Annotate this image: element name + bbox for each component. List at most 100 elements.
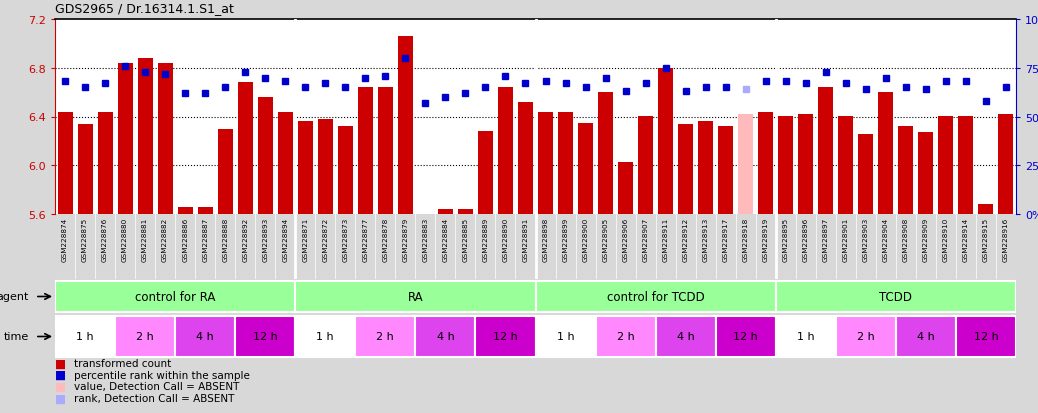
Text: GSM228876: GSM228876 bbox=[102, 218, 108, 262]
Bar bbox=[596, 316, 656, 357]
Text: 4 h: 4 h bbox=[677, 332, 694, 342]
Text: control for RA: control for RA bbox=[135, 290, 215, 303]
Bar bbox=[718, 127, 733, 214]
Bar bbox=[938, 117, 954, 214]
Text: GSM228916: GSM228916 bbox=[1003, 218, 1009, 262]
Text: GSM228879: GSM228879 bbox=[403, 218, 408, 262]
Text: GSM228888: GSM228888 bbox=[222, 218, 228, 262]
Text: GSM228912: GSM228912 bbox=[683, 218, 688, 262]
Text: GSM228909: GSM228909 bbox=[923, 218, 929, 262]
Bar bbox=[257, 98, 273, 214]
Text: GSM228900: GSM228900 bbox=[582, 218, 589, 262]
Bar bbox=[536, 281, 775, 313]
Text: GSM228894: GSM228894 bbox=[282, 218, 289, 262]
Text: GSM228919: GSM228919 bbox=[763, 218, 769, 262]
Text: GSM228874: GSM228874 bbox=[62, 218, 69, 262]
Bar bbox=[919, 133, 933, 214]
Text: 12 h: 12 h bbox=[733, 332, 758, 342]
Text: GSM228883: GSM228883 bbox=[422, 218, 429, 262]
Bar bbox=[298, 122, 312, 214]
Text: ■: ■ bbox=[55, 357, 66, 370]
Bar bbox=[658, 69, 674, 214]
Bar bbox=[518, 102, 532, 214]
Bar bbox=[699, 122, 713, 214]
Text: rank, Detection Call = ABSENT: rank, Detection Call = ABSENT bbox=[74, 393, 234, 403]
Bar bbox=[218, 129, 233, 214]
Bar bbox=[778, 117, 793, 214]
Text: GSM228915: GSM228915 bbox=[983, 218, 989, 262]
Text: GSM228893: GSM228893 bbox=[263, 218, 268, 262]
Bar bbox=[878, 93, 894, 214]
Text: 4 h: 4 h bbox=[917, 332, 935, 342]
Text: agent: agent bbox=[0, 292, 29, 302]
Bar bbox=[55, 316, 115, 357]
Text: transformed count: transformed count bbox=[74, 358, 171, 368]
Bar bbox=[398, 37, 413, 214]
Text: ■: ■ bbox=[55, 368, 66, 381]
Text: GSM228897: GSM228897 bbox=[823, 218, 828, 262]
Text: GSM228903: GSM228903 bbox=[863, 218, 869, 262]
Text: GSM228878: GSM228878 bbox=[382, 218, 388, 262]
Text: GDS2965 / Dr.16314.1.S1_at: GDS2965 / Dr.16314.1.S1_at bbox=[55, 2, 234, 15]
Text: 2 h: 2 h bbox=[857, 332, 875, 342]
Bar bbox=[578, 123, 593, 214]
Bar bbox=[618, 162, 633, 214]
Text: 2 h: 2 h bbox=[136, 332, 154, 342]
Text: GSM228918: GSM228918 bbox=[743, 218, 748, 262]
Text: 4 h: 4 h bbox=[437, 332, 455, 342]
Text: GSM228875: GSM228875 bbox=[82, 218, 88, 262]
Bar bbox=[177, 207, 193, 214]
Text: GSM228872: GSM228872 bbox=[322, 218, 328, 262]
Bar bbox=[775, 316, 836, 357]
Text: GSM228914: GSM228914 bbox=[963, 218, 968, 262]
Text: GSM228896: GSM228896 bbox=[802, 218, 809, 262]
Bar bbox=[536, 316, 596, 357]
Text: GSM228898: GSM228898 bbox=[543, 218, 548, 262]
Text: GSM228873: GSM228873 bbox=[343, 218, 349, 262]
Bar bbox=[337, 127, 353, 214]
Bar bbox=[115, 316, 175, 357]
Bar bbox=[475, 316, 536, 357]
Bar bbox=[318, 120, 333, 214]
Bar bbox=[295, 316, 355, 357]
Text: 12 h: 12 h bbox=[253, 332, 277, 342]
Text: GSM228881: GSM228881 bbox=[142, 218, 148, 262]
Text: GSM228917: GSM228917 bbox=[722, 218, 729, 262]
Bar bbox=[438, 210, 453, 214]
Bar bbox=[656, 316, 715, 357]
Text: GSM228911: GSM228911 bbox=[662, 218, 668, 262]
Bar bbox=[898, 127, 913, 214]
Bar bbox=[415, 316, 475, 357]
Bar bbox=[678, 124, 693, 214]
Text: GSM228908: GSM228908 bbox=[903, 218, 909, 262]
Bar bbox=[738, 115, 754, 214]
Text: GSM228899: GSM228899 bbox=[563, 218, 569, 262]
Bar bbox=[999, 115, 1013, 214]
Bar bbox=[78, 124, 92, 214]
Text: GSM228887: GSM228887 bbox=[202, 218, 209, 262]
Text: 4 h: 4 h bbox=[196, 332, 214, 342]
Bar bbox=[715, 316, 775, 357]
Text: GSM228886: GSM228886 bbox=[182, 218, 188, 262]
Text: GSM228891: GSM228891 bbox=[522, 218, 528, 262]
Text: GSM228880: GSM228880 bbox=[122, 218, 128, 262]
Text: GSM228907: GSM228907 bbox=[643, 218, 649, 262]
Text: GSM228895: GSM228895 bbox=[783, 218, 789, 262]
Bar bbox=[55, 281, 295, 313]
Text: RA: RA bbox=[408, 290, 424, 303]
Text: GSM228913: GSM228913 bbox=[703, 218, 709, 262]
Text: GSM228906: GSM228906 bbox=[623, 218, 629, 262]
Bar bbox=[956, 316, 1016, 357]
Text: 1 h: 1 h bbox=[556, 332, 574, 342]
Bar bbox=[278, 112, 293, 214]
Bar bbox=[138, 59, 153, 214]
Bar bbox=[798, 115, 814, 214]
Text: time: time bbox=[4, 332, 29, 342]
Text: GSM228884: GSM228884 bbox=[442, 218, 448, 262]
Bar bbox=[175, 316, 236, 357]
Text: GSM228890: GSM228890 bbox=[502, 218, 509, 262]
Bar bbox=[458, 210, 473, 214]
Text: GSM228871: GSM228871 bbox=[302, 218, 308, 262]
Bar bbox=[236, 316, 295, 357]
Bar bbox=[98, 112, 112, 214]
